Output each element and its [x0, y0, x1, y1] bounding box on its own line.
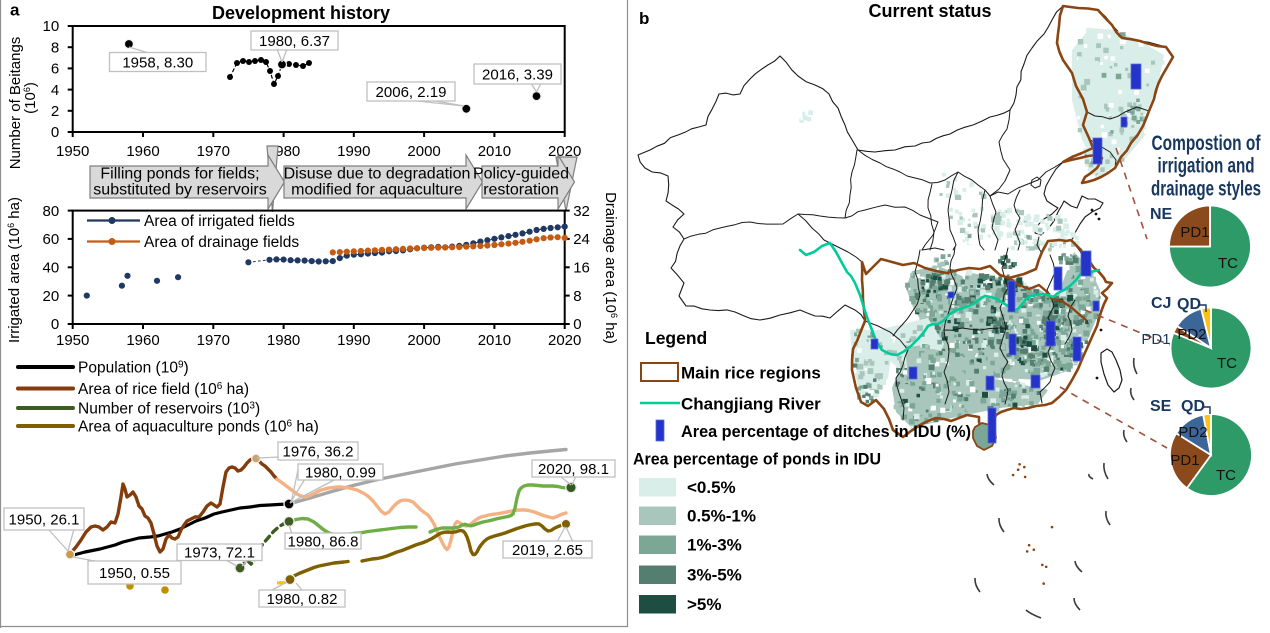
svg-text:4: 4 — [51, 82, 59, 99]
svg-text:10: 10 — [43, 18, 60, 35]
svg-text:6: 6 — [51, 61, 59, 78]
svg-text:drainage styles: drainage styles — [1151, 177, 1261, 200]
svg-text:>5%: >5% — [687, 595, 722, 614]
svg-text:16: 16 — [573, 260, 590, 277]
svg-text:Changjiang River: Changjiang River — [681, 395, 821, 414]
svg-text:Filling ponds for fields;: Filling ponds for fields; — [100, 166, 259, 183]
svg-text:1950: 1950 — [56, 143, 89, 160]
svg-text:80: 80 — [43, 203, 60, 220]
svg-text:<0.5%: <0.5% — [687, 478, 736, 497]
svg-text:irrigation and: irrigation and — [1158, 155, 1255, 178]
svg-text:Number of Beitangs: Number of Beitangs — [7, 37, 24, 170]
svg-text:2020: 2020 — [548, 332, 581, 349]
svg-text:Drainage area (106 ha): Drainage area (106 ha) — [602, 192, 619, 344]
svg-text:1958, 8.30: 1958, 8.30 — [122, 54, 193, 71]
svg-text:QD: QD — [1181, 398, 1205, 415]
svg-text:1970: 1970 — [197, 143, 230, 160]
svg-text:PD1: PD1 — [1141, 331, 1170, 348]
svg-text:2: 2 — [51, 103, 59, 120]
svg-text:2010: 2010 — [478, 332, 511, 349]
svg-text:b: b — [639, 9, 649, 28]
svg-text:1980, 0.82: 1980, 0.82 — [267, 591, 338, 608]
svg-text:1980, 6.37: 1980, 6.37 — [259, 33, 330, 50]
svg-text:Area of rice field (106 ha): Area of rice field (106 ha) — [78, 381, 249, 398]
svg-text:2020: 2020 — [548, 143, 581, 160]
svg-text:modified for aquaculture: modified for aquaculture — [291, 182, 463, 199]
svg-text:0: 0 — [51, 316, 59, 333]
svg-text:1960: 1960 — [126, 332, 159, 349]
svg-text:1976, 36.2: 1976, 36.2 — [283, 443, 354, 460]
svg-text:TC: TC — [1218, 255, 1238, 272]
svg-text:1990: 1990 — [337, 332, 370, 349]
svg-text:40: 40 — [43, 260, 60, 277]
svg-text:20: 20 — [43, 288, 60, 305]
svg-text:PD1: PD1 — [1180, 224, 1209, 241]
svg-text:restoration: restoration — [483, 182, 559, 199]
svg-text:PD2: PD2 — [1177, 326, 1206, 343]
svg-text:2019, 2.65: 2019, 2.65 — [512, 542, 583, 559]
svg-text:Number of reservoirs (103): Number of reservoirs (103) — [78, 401, 260, 418]
svg-text:Current status: Current status — [868, 1, 991, 21]
svg-text:substituted by reservoirs: substituted by reservoirs — [93, 182, 266, 199]
svg-text:Legend: Legend — [645, 328, 707, 348]
svg-text:8: 8 — [573, 288, 581, 305]
svg-text:2020, 98.1: 2020, 98.1 — [538, 461, 609, 478]
svg-text:Compostion of: Compostion of — [1152, 132, 1262, 155]
svg-text:Development history: Development history — [212, 3, 390, 23]
svg-text:QD: QD — [1177, 296, 1201, 313]
svg-text:PD2: PD2 — [1178, 424, 1207, 441]
svg-text:1950, 0.55: 1950, 0.55 — [99, 565, 170, 582]
svg-text:1973, 72.1: 1973, 72.1 — [184, 545, 255, 562]
svg-text:0: 0 — [51, 124, 59, 141]
svg-text:(106): (106) — [22, 82, 39, 114]
svg-text:1980: 1980 — [267, 332, 300, 349]
svg-text:2010: 2010 — [478, 143, 511, 160]
svg-text:0: 0 — [573, 316, 581, 333]
svg-text:8: 8 — [51, 39, 59, 56]
svg-text:2016, 3.39: 2016, 3.39 — [482, 66, 553, 83]
svg-text:1950, 26.1: 1950, 26.1 — [9, 511, 80, 528]
svg-text:TC: TC — [1217, 355, 1237, 372]
svg-text:Population (109): Population (109) — [78, 360, 189, 377]
svg-text:60: 60 — [43, 231, 60, 248]
svg-text:2000: 2000 — [407, 143, 440, 160]
svg-text:2006, 2.19: 2006, 2.19 — [376, 84, 447, 101]
svg-text:1990: 1990 — [337, 143, 370, 160]
svg-text:0.5%-1%: 0.5%-1% — [687, 507, 756, 526]
svg-text:Area of irrigated fields: Area of irrigated fields — [144, 213, 295, 230]
svg-text:PD1: PD1 — [1170, 452, 1199, 469]
svg-text:Area percentage of ponds in ID: Area percentage of ponds in IDU — [633, 450, 881, 469]
svg-text:Area percentage of ditches in: Area percentage of ditches in IDU (%) — [681, 422, 971, 441]
svg-text:Area of drainage fields: Area of drainage fields — [144, 234, 299, 251]
svg-text:CJ: CJ — [1151, 295, 1171, 312]
svg-text:32: 32 — [573, 203, 590, 220]
svg-text:Disuse due to degradation: Disuse due to degradation — [284, 166, 471, 183]
svg-text:2000: 2000 — [407, 332, 440, 349]
svg-text:1%-3%: 1%-3% — [687, 536, 742, 555]
svg-text:1980, 0.99: 1980, 0.99 — [305, 464, 376, 481]
svg-text:Main rice regions: Main rice regions — [681, 364, 821, 383]
svg-text:a: a — [10, 1, 20, 20]
svg-text:3%-5%: 3%-5% — [687, 566, 742, 585]
svg-text:Area of aquaculture ponds (106: Area of aquaculture ponds (106 ha) — [78, 419, 319, 436]
svg-text:Irrigated area (106 ha): Irrigated area (106 ha) — [6, 197, 23, 343]
svg-text:Policy-guided: Policy-guided — [473, 166, 569, 183]
svg-text:NE: NE — [1150, 206, 1173, 223]
svg-text:SE: SE — [1150, 398, 1172, 415]
svg-text:1950: 1950 — [56, 332, 89, 349]
svg-text:24: 24 — [573, 231, 590, 248]
svg-text:1970: 1970 — [197, 332, 230, 349]
svg-text:TC: TC — [1216, 467, 1236, 484]
svg-text:1960: 1960 — [126, 143, 159, 160]
svg-text:1980, 86.8: 1980, 86.8 — [288, 533, 359, 550]
